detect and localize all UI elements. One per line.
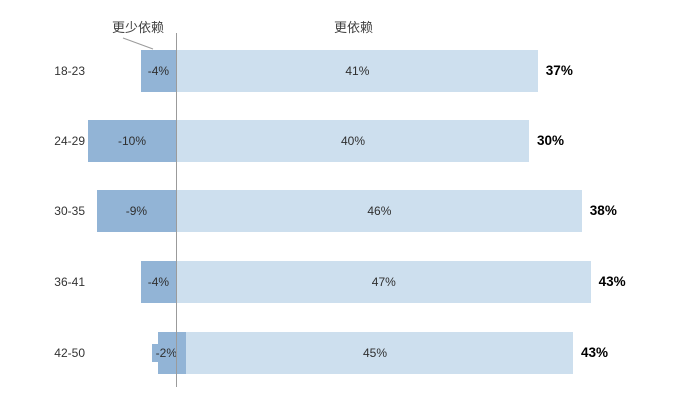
chart-row: 42-50 -2% 45% 43%: [0, 332, 700, 374]
axis-line: [176, 33, 177, 387]
chart-row: 24-29 -10% 40% 30%: [0, 120, 700, 162]
negative-value-label: -10%: [117, 134, 146, 148]
net-value-label: 30%: [537, 133, 565, 148]
negative-bar: -9%: [96, 190, 176, 232]
positive-bar: 41%: [177, 50, 538, 92]
positive-bar: 40%: [177, 120, 529, 162]
negative-value-label: -4%: [147, 64, 170, 78]
chart-row: 30-35 -9% 46% 38%: [0, 190, 700, 232]
legend-right-label: 更依赖: [334, 20, 374, 35]
category-label: 30-35: [54, 204, 85, 218]
category-label: 42-50: [54, 346, 85, 360]
positive-bar: 45%: [177, 332, 573, 374]
legend-left-label: 更少依赖: [112, 20, 165, 35]
positive-value-label: 41%: [345, 64, 370, 78]
chart-row: 18-23 -4% 41% 37%: [0, 50, 700, 92]
chart-row: 36-41 -4% 47% 43%: [0, 261, 700, 303]
positive-value-label: 46%: [367, 204, 392, 218]
category-label: 18-23: [54, 64, 85, 78]
positive-value-label: 45%: [362, 346, 388, 360]
net-value-label: 38%: [589, 203, 617, 218]
negative-bar: -4%: [140, 261, 176, 303]
negative-value-label: -2%: [151, 344, 181, 362]
negative-bar: -4%: [140, 50, 176, 92]
category-label: 36-41: [54, 275, 85, 289]
net-value-label: 43%: [581, 345, 609, 360]
negative-bar: -10%: [88, 120, 176, 162]
category-label: 24-29: [54, 134, 85, 148]
callout-line: [122, 37, 154, 50]
negative-value-label: -9%: [125, 204, 148, 218]
positive-value-label: 47%: [371, 275, 396, 289]
positive-bar: 46%: [177, 190, 582, 232]
net-value-label: 43%: [598, 274, 626, 289]
net-value-label: 37%: [545, 63, 573, 78]
positive-value-label: 40%: [340, 134, 366, 148]
positive-bar: 47%: [177, 261, 591, 303]
negative-value-label: -4%: [147, 275, 170, 289]
